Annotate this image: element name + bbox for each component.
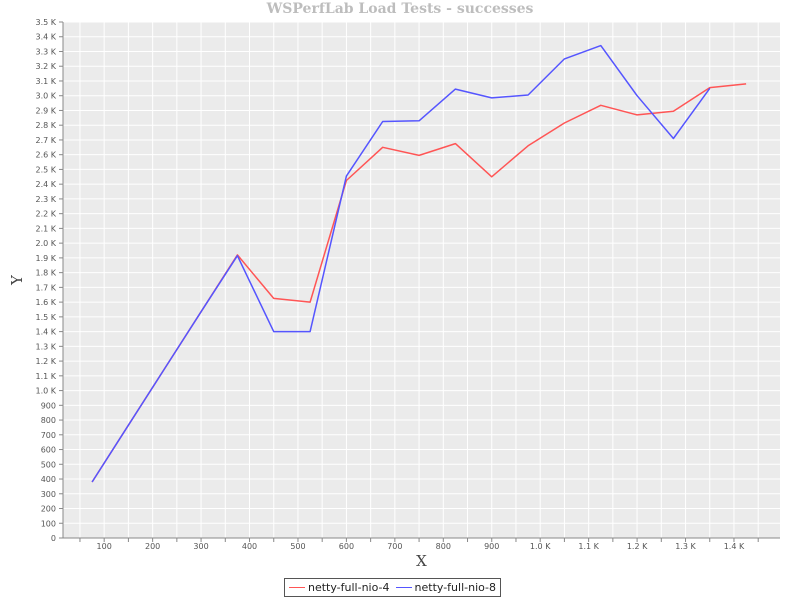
y-tick-label: 2.4 K <box>35 180 56 189</box>
y-tick-label: 2.7 K <box>35 136 56 145</box>
x-tick-label: 800 <box>436 542 451 551</box>
y-tick-label: 300 <box>41 490 56 499</box>
x-tick-label: 400 <box>242 542 257 551</box>
y-axis-label: Y <box>8 274 26 286</box>
y-tick-label: 100 <box>41 519 56 528</box>
y-tick-label: 2.3 K <box>35 195 56 204</box>
axes <box>62 22 780 539</box>
x-tick-label: 1.1 K <box>578 542 599 551</box>
x-tick-label: 900 <box>484 542 499 551</box>
x-tick-label: 300 <box>193 542 208 551</box>
y-tick-label: 3.4 K <box>35 33 56 42</box>
x-tick-label: 500 <box>290 542 305 551</box>
y-tick-label: 1.4 K <box>35 328 56 337</box>
x-tick-label: 1.4 K <box>724 542 745 551</box>
y-tick-label: 1.8 K <box>35 269 56 278</box>
x-axis-label: X <box>416 552 427 570</box>
series-line <box>91 44 711 483</box>
y-tick-label: 1.3 K <box>35 342 56 351</box>
y-tick-label: 800 <box>41 416 56 425</box>
x-tick-label: 1.3 K <box>675 542 696 551</box>
y-tick-label: 1.0 K <box>35 387 56 396</box>
y-tick-label: 3.5 K <box>35 18 56 27</box>
y-tick-label: 1.9 K <box>35 254 56 263</box>
y-tick-label: 3.1 K <box>35 77 56 86</box>
y-tick-label: 400 <box>41 475 56 484</box>
chart-title: WSPerfLab Load Tests - successes <box>266 1 534 17</box>
y-tick-label: 500 <box>41 460 56 469</box>
y-tick-label: 1.1 K <box>35 372 56 381</box>
legend-swatch <box>289 587 305 588</box>
y-tick-label: 600 <box>41 446 56 455</box>
gridlines <box>63 21 780 539</box>
plot-area <box>63 22 780 538</box>
y-tick-label: 700 <box>41 431 56 440</box>
y-tick-label: 0 <box>51 534 56 543</box>
y-tick-label: 2.1 K <box>35 224 56 233</box>
legend: netty-full-nio-4 netty-full-nio-8 <box>284 578 502 597</box>
y-tick-label: 1.2 K <box>35 357 56 366</box>
y-tick-label: 2.9 K <box>35 106 56 115</box>
y-tick-label: 2.8 K <box>35 121 56 130</box>
legend-item: netty-full-nio-8 <box>395 581 497 594</box>
y-tick-label: 900 <box>41 401 56 410</box>
x-axis-ticks: 100 200 300 400 500 600 700 800 900 1.0 K 1.1 K 1.2… <box>79 538 759 551</box>
legend-item: netty-full-nio-4 <box>289 581 390 594</box>
y-tick-label: 2.0 K <box>35 239 56 248</box>
y-tick-label: 2.2 K <box>35 210 56 219</box>
series-netty-full-nio-8 <box>91 44 711 483</box>
y-tick-label: 1.7 K <box>35 283 56 292</box>
y-tick-label: 2.6 K <box>35 151 56 160</box>
x-tick-label: 1.2 K <box>627 542 648 551</box>
y-tick-label: 1.5 K <box>35 313 56 322</box>
y-tick-label: 2.5 K <box>35 165 56 174</box>
y-tick-label: 1.6 K <box>35 298 56 307</box>
legend-label: netty-full-nio-8 <box>414 581 497 594</box>
x-tick-label: 700 <box>387 542 402 551</box>
series-layer <box>91 44 747 483</box>
x-tick-label: 100 <box>97 542 112 551</box>
y-tick-label: 3.2 K <box>35 62 56 71</box>
y-tick-label: 3.3 K <box>35 47 56 56</box>
x-tick-label: 1.0 K <box>530 542 551 551</box>
y-tick-label: 3.0 K <box>35 92 56 101</box>
x-tick-label: 600 <box>339 542 354 551</box>
x-tick-label: 200 <box>145 542 160 551</box>
legend-swatch <box>395 587 412 588</box>
y-tick-label: 200 <box>41 505 56 514</box>
y-axis-ticks: 0 100 200 300 400 500 600 700 800 900 1.0 K 1.1 K 1.… <box>35 18 63 543</box>
legend-label: netty-full-nio-4 <box>308 581 390 594</box>
